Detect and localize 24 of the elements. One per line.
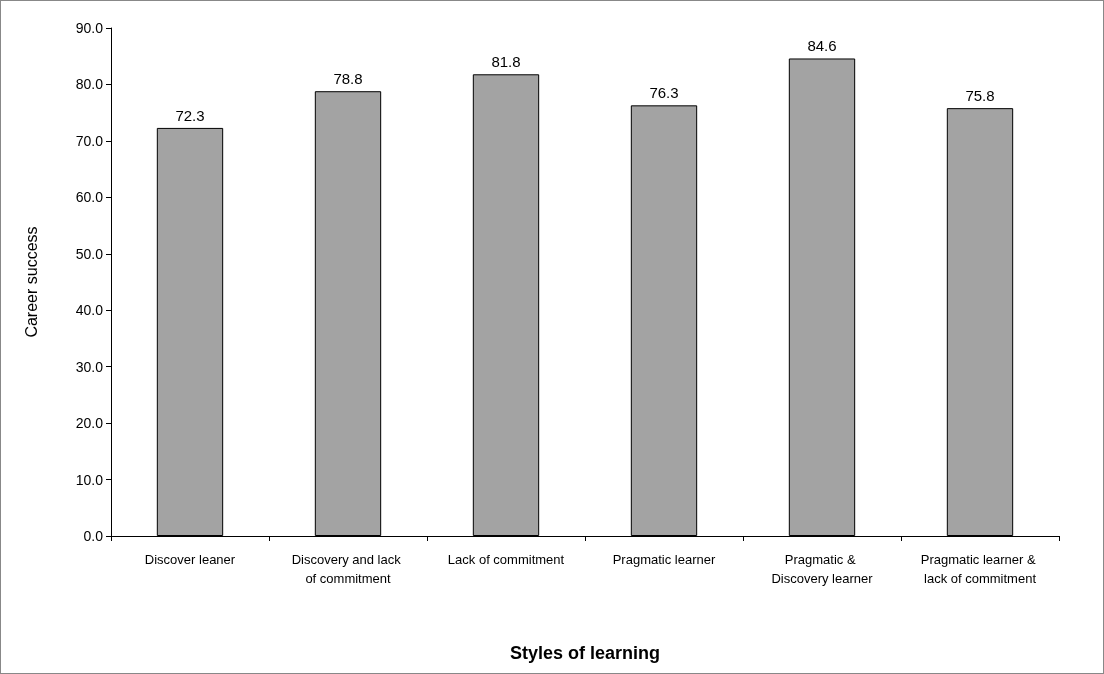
data-label: 76.3 (649, 84, 679, 102)
data-label: 84.6 (807, 37, 837, 55)
data-label: 75.8 (965, 87, 995, 105)
y-tick-label: 0.0 (83, 528, 104, 544)
y-tick-label: 80.0 (75, 76, 104, 93)
data-label: 78.8 (333, 70, 363, 88)
y-tick-label: 10.0 (75, 471, 104, 488)
y-tick-label: 70.0 (75, 132, 104, 149)
y-tick-label: 50.0 (75, 245, 104, 262)
x-tick-label: Pragmatic learner (612, 552, 716, 567)
y-tick-label: 20.0 (75, 415, 104, 432)
x-tick-label: Pragmatic & Discovery learner (771, 552, 874, 586)
data-label: 72.3 (175, 106, 205, 124)
x-tick-label: Lack of commitment (447, 552, 565, 567)
x-axis-title: Styles of learning (509, 643, 661, 663)
y-tick-label: 60.0 (75, 189, 104, 206)
y-axis-title: Career success (22, 226, 40, 338)
y-tick-label: 40.0 (75, 302, 104, 319)
x-tick-label: Discovery and lack of commitment (291, 552, 405, 586)
y-tick-label: 30.0 (75, 358, 104, 375)
y-tick-label: 90.0 (75, 20, 104, 36)
data-label: 81.8 (491, 53, 521, 71)
x-tick-label: Discover leaner (144, 552, 236, 567)
x-tick-label: Pragmatic learner & lack of commitment (920, 552, 1040, 586)
